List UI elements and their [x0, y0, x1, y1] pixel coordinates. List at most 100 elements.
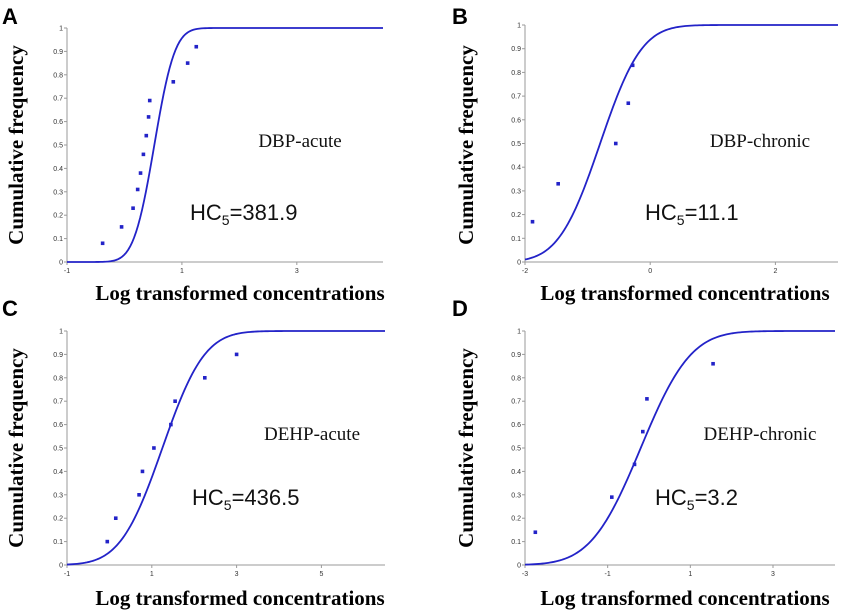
data-point: [105, 539, 110, 544]
y-tick-label: 1: [517, 23, 521, 30]
x-tick-label: 1: [180, 268, 184, 275]
chart-panel: C 0 0.1 0.2 0.3 0.4 0.5 0.6 0.7 0.8 0.9 1 -1 1 3 5 Cumul…: [2, 296, 385, 610]
y-tick-label: 0.1: [53, 539, 63, 546]
y-tick-label: 0.6: [511, 422, 521, 429]
data-point: [113, 516, 118, 520]
data-point: [632, 462, 637, 467]
data-point: [185, 61, 190, 65]
panel-label: B: [452, 4, 468, 29]
data-point: [147, 98, 152, 103]
y-tick-label: 0.6: [53, 422, 63, 429]
data-point: [613, 141, 618, 146]
data-point: [173, 399, 177, 403]
y-tick-label: 0.4: [53, 166, 63, 173]
y-tick-label: 0.4: [511, 469, 521, 476]
data-point: [144, 133, 149, 138]
data-point: [131, 206, 135, 210]
hc5-annotation: HC5=11.1: [645, 200, 739, 228]
data-point: [203, 376, 207, 380]
x-tick-label: -3: [522, 571, 528, 578]
chart-panel: B00.10.20.30.40.50.60.70.80.91-2 0 2Cumula…: [452, 4, 838, 305]
y-tick-label: 0: [59, 260, 63, 267]
x-tick-label: -1: [605, 571, 611, 578]
x-axis-title: Log transformed concentrations: [95, 586, 384, 610]
y-tick-label: 0.2: [511, 212, 521, 219]
hc5-annotation: HC5=3.2: [655, 485, 738, 513]
data-point: [194, 44, 199, 49]
y-tick-label: 0.3: [53, 492, 63, 499]
y-tick-label: 1: [517, 329, 521, 336]
series-annotation: DBP-chronic: [710, 131, 810, 152]
y-tick-label: 0.4: [53, 469, 63, 476]
x-tick-label: 2: [773, 268, 777, 275]
y-axis-title: Cumulative frequency: [454, 45, 478, 245]
data-point: [630, 63, 635, 68]
y-tick-label: 0.7: [511, 399, 521, 406]
chart-panel: D 0 0.1 0.2 0.3 0.4 0.5 0.6 0.7 0.8 0.9 1 -3 -1 1 3 Cumu…: [452, 296, 835, 610]
data-point: [171, 80, 176, 84]
y-tick-label: 0.5: [53, 143, 63, 150]
data-point: [119, 225, 124, 229]
x-tick-label: -1: [64, 268, 70, 275]
y-tick-label: 0.2: [53, 516, 63, 523]
x-tick-label: 1: [688, 571, 692, 578]
y-tick-label: 0.1: [511, 539, 521, 546]
y-tick-label: 0.9: [511, 352, 521, 359]
y-tick-label: 0.5: [53, 446, 63, 453]
fitted-curve-line: [524, 330, 835, 566]
y-tick-label: 0.3: [511, 188, 521, 195]
data-point: [641, 429, 645, 434]
panel-label: D: [452, 296, 468, 321]
chart-panel: A 0 0.1 0.2 0.3 0.4 0.5 0.6 0.7 0.8 0.9 1 -1 1 3 Cumula…: [2, 4, 385, 305]
y-tick-label: 0.2: [53, 213, 63, 220]
y-tick-label: 0.7: [511, 94, 521, 101]
data-point: [140, 469, 145, 474]
data-point: [711, 361, 715, 366]
x-tick-label: 5: [319, 571, 323, 578]
y-tick-label: 0.8: [511, 375, 521, 382]
y-tick-label: 0.4: [511, 165, 521, 172]
fitted-curve-line: [67, 27, 383, 263]
y-axis-title: Cumulative frequency: [4, 348, 28, 548]
y-tick-label: 0.8: [511, 70, 521, 77]
data-point: [556, 181, 560, 186]
x-axis-title: Log transformed concentrations: [540, 281, 829, 305]
y-axis-title: Cumulative frequency: [454, 348, 478, 548]
data-point: [169, 422, 173, 427]
x-tick-label: 3: [295, 268, 299, 275]
x-tick-label: 0: [648, 268, 652, 275]
panel-label: A: [2, 4, 18, 29]
y-tick-label: 0.5: [511, 141, 521, 148]
x-axis-title: Log transformed concentrations: [540, 586, 829, 610]
y-tick-label: 0.6: [53, 119, 63, 126]
hc5-annotation: HC5=436.5: [192, 485, 299, 513]
data-point: [137, 493, 141, 497]
y-tick-label: 0.2: [511, 516, 521, 523]
panel-label: C: [2, 296, 18, 321]
data-point: [100, 241, 105, 246]
y-tick-label: 0.8: [53, 72, 63, 79]
y-tick-label: 0.9: [53, 49, 63, 56]
data-point: [533, 530, 538, 535]
data-point: [645, 397, 649, 401]
y-tick-label: 0.9: [511, 46, 521, 53]
data-point: [530, 219, 535, 224]
series-annotation: DEHP-acute: [264, 424, 360, 445]
y-tick-label: 0: [517, 563, 521, 570]
y-tick-label: 0.7: [53, 399, 63, 406]
data-point: [138, 171, 143, 175]
y-tick-label: 1: [59, 329, 63, 336]
fitted-curve-line: [66, 330, 385, 566]
y-tick-label: 0.5: [511, 446, 521, 453]
x-tick-label: 1: [150, 571, 154, 578]
y-tick-label: 0.3: [53, 189, 63, 196]
y-tick-label: 0.6: [511, 117, 521, 124]
x-tick-label: -2: [522, 268, 528, 275]
y-tick-label: 0: [517, 260, 521, 267]
data-point: [152, 446, 156, 450]
x-tick-label: -1: [64, 571, 70, 578]
series-annotation: DBP-acute: [258, 131, 341, 152]
data-point: [234, 352, 239, 357]
x-tick-label: 3: [771, 571, 775, 578]
